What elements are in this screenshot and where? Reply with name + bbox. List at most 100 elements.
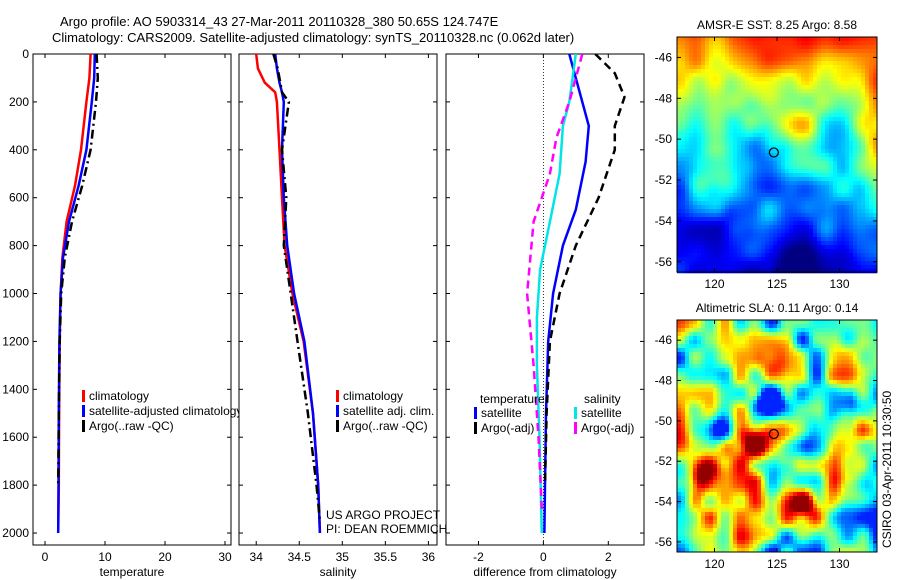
sst-field-cell bbox=[809, 133, 814, 138]
sst-field-cell bbox=[801, 205, 806, 210]
sst-field-cell bbox=[685, 41, 690, 46]
sst-field-cell bbox=[797, 145, 802, 150]
sla-field-cell bbox=[773, 336, 778, 341]
sst-field-cell bbox=[857, 57, 862, 62]
sla-field-cell bbox=[825, 464, 830, 469]
sst-field-cell bbox=[849, 153, 854, 158]
sst-field-cell bbox=[721, 37, 726, 42]
sla-field-cell bbox=[777, 428, 782, 433]
sla-field-cell bbox=[849, 428, 854, 433]
sst-field-cell bbox=[801, 105, 806, 110]
sla-field-cell bbox=[721, 352, 726, 357]
sst-field-cell bbox=[681, 117, 686, 122]
sst-field-cell bbox=[857, 225, 862, 230]
sst-field-cell bbox=[717, 105, 722, 110]
sst-field-cell bbox=[785, 165, 790, 170]
sla-field-cell bbox=[857, 340, 862, 345]
sst-field-cell bbox=[709, 45, 714, 50]
sla-field-cell bbox=[721, 400, 726, 405]
sla-field-cell bbox=[757, 372, 762, 377]
sst-field-cell bbox=[777, 173, 782, 178]
sst-field-cell bbox=[745, 49, 750, 54]
sst-field-cell bbox=[693, 153, 698, 158]
sla-field-cell bbox=[773, 380, 778, 385]
sst-field-cell bbox=[809, 125, 814, 130]
sst-field-cell bbox=[849, 129, 854, 134]
sla-field-cell bbox=[745, 320, 750, 325]
sla-field-cell bbox=[853, 396, 858, 401]
sla-field-cell bbox=[821, 448, 826, 453]
sst-field-cell bbox=[789, 121, 794, 126]
sst-field-cell bbox=[781, 269, 786, 274]
sla-field-cell bbox=[841, 372, 846, 377]
sst-field-cell bbox=[769, 237, 774, 242]
sst-field-cell bbox=[721, 129, 726, 134]
sst-field-cell bbox=[697, 113, 702, 118]
sla-field-cell bbox=[829, 412, 834, 417]
sla-field-cell bbox=[721, 372, 726, 377]
sst-field-cell bbox=[809, 61, 814, 66]
sst-field-cell bbox=[725, 153, 730, 158]
sst-field-cell bbox=[841, 245, 846, 250]
sst-field-cell bbox=[797, 113, 802, 118]
sst-field-cell bbox=[769, 77, 774, 82]
sst-field-cell bbox=[737, 137, 742, 142]
sst-field-cell bbox=[725, 41, 730, 46]
sla-field-cell bbox=[853, 404, 858, 409]
sst-field-cell bbox=[689, 193, 694, 198]
sst-field-cell bbox=[769, 201, 774, 206]
sst-field-cell bbox=[689, 49, 694, 54]
sla-field-cell bbox=[817, 356, 822, 361]
sst-field-cell bbox=[785, 45, 790, 50]
sst-field-cell bbox=[753, 109, 758, 114]
sst-field-cell bbox=[837, 261, 842, 266]
sst-field-cell bbox=[685, 209, 690, 214]
sst-field-cell bbox=[705, 117, 710, 122]
sla-field-cell bbox=[853, 356, 858, 361]
sla-field-cell bbox=[861, 464, 866, 469]
sla-field-cell bbox=[809, 444, 814, 449]
sst-field-cell bbox=[797, 125, 802, 130]
sst-field-cell bbox=[693, 113, 698, 118]
sst-field-cell bbox=[677, 213, 682, 218]
sla-field-cell bbox=[709, 452, 714, 457]
sst-field-cell bbox=[849, 193, 854, 198]
sst-field-cell bbox=[825, 233, 830, 238]
sla-field-cell bbox=[789, 324, 794, 329]
sst-field-cell bbox=[721, 181, 726, 186]
sst-field-cell bbox=[825, 89, 830, 94]
sst-field-cell bbox=[737, 189, 742, 194]
sla-field-cell bbox=[701, 332, 706, 337]
sla-field-cell bbox=[861, 412, 866, 417]
sla-field-cell bbox=[725, 348, 730, 353]
sla-field-cell bbox=[749, 448, 754, 453]
sst-field-cell bbox=[865, 253, 870, 258]
sla-field-cell bbox=[753, 348, 758, 353]
sst-field-cell bbox=[861, 81, 866, 86]
sst-field-cell bbox=[717, 125, 722, 130]
sst-field-cell bbox=[769, 157, 774, 162]
sla-field-cell bbox=[773, 440, 778, 445]
sla-field-cell bbox=[761, 456, 766, 461]
sla-field-cell bbox=[797, 384, 802, 389]
sst-field-cell bbox=[777, 161, 782, 166]
sla-field-cell bbox=[769, 388, 774, 393]
sla-field-cell bbox=[725, 320, 730, 325]
sst-field-cell bbox=[781, 225, 786, 230]
sla-field-cell bbox=[717, 396, 722, 401]
sla-field-cell bbox=[721, 436, 726, 441]
sst-field-cell bbox=[817, 261, 822, 266]
sst-field-cell bbox=[857, 245, 862, 250]
sst-field-cell bbox=[857, 133, 862, 138]
sst-field-cell bbox=[789, 85, 794, 90]
sst-field-cell bbox=[801, 37, 806, 42]
sla-field-cell bbox=[729, 392, 734, 397]
sst-field-cell bbox=[873, 249, 878, 254]
sla-field-cell bbox=[845, 344, 850, 349]
sla-field-cell bbox=[837, 456, 842, 461]
sla-field-cell bbox=[761, 392, 766, 397]
sst-field-cell bbox=[785, 37, 790, 42]
sst-field-cell bbox=[745, 41, 750, 46]
sst-field-cell bbox=[805, 165, 810, 170]
sla-field-cell bbox=[705, 424, 710, 429]
